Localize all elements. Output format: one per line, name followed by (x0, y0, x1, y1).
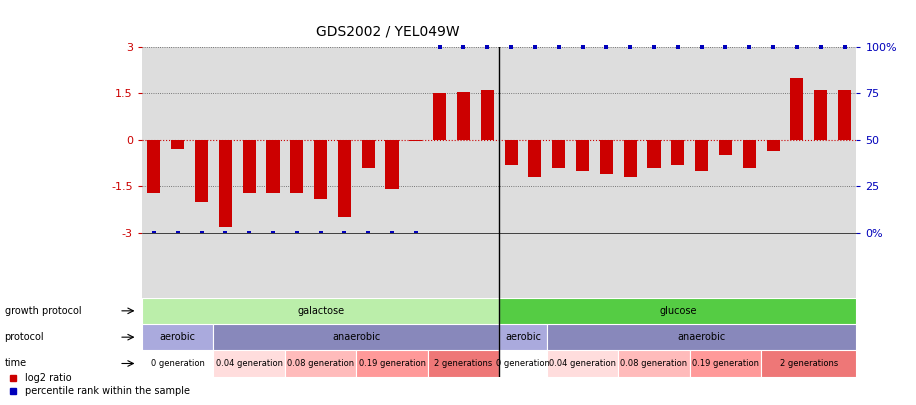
Text: anaerobic: anaerobic (678, 332, 725, 342)
Bar (838, 90, 851, 140)
Text: 2 generations: 2 generations (780, 359, 838, 368)
Bar (761, 350, 856, 377)
Bar (719, 140, 732, 155)
Bar (142, 298, 499, 324)
Bar (648, 140, 660, 168)
Text: glucose: glucose (660, 306, 696, 316)
Bar (195, 140, 208, 202)
Bar (481, 90, 494, 140)
Bar (600, 140, 613, 174)
Text: protocol: protocol (5, 332, 44, 342)
Bar (767, 140, 780, 151)
Bar (356, 350, 428, 377)
Text: 0.04 generation: 0.04 generation (215, 359, 283, 368)
Bar (147, 140, 160, 192)
Bar (314, 140, 327, 199)
Text: 0 generation: 0 generation (496, 359, 550, 368)
Bar (457, 92, 470, 140)
Text: 2 generations: 2 generations (434, 359, 493, 368)
Bar (433, 93, 446, 140)
Text: 0.08 generation: 0.08 generation (620, 359, 688, 368)
Text: anaerobic: anaerobic (333, 332, 380, 342)
Bar (219, 140, 232, 227)
Bar (243, 140, 256, 192)
Bar (547, 324, 856, 350)
Text: galactose: galactose (297, 306, 344, 316)
Bar (267, 140, 279, 192)
Bar (290, 140, 303, 192)
Bar (171, 140, 184, 149)
Bar (499, 298, 856, 324)
Text: 0.19 generation: 0.19 generation (692, 359, 759, 368)
Bar (552, 140, 565, 168)
Bar (142, 324, 213, 350)
Bar (671, 140, 684, 164)
Bar (624, 140, 637, 177)
Bar (338, 140, 351, 217)
Bar (529, 140, 541, 177)
Legend: log2 ratio, percentile rank within the sample: log2 ratio, percentile rank within the s… (9, 373, 190, 396)
Text: time: time (5, 358, 27, 369)
Bar (690, 350, 761, 377)
Bar (213, 324, 499, 350)
Text: 0.04 generation: 0.04 generation (549, 359, 616, 368)
Bar (547, 350, 618, 377)
Bar (743, 140, 756, 168)
Text: 0.19 generation: 0.19 generation (358, 359, 426, 368)
Bar (386, 140, 398, 190)
Bar (285, 350, 356, 377)
Bar (499, 324, 547, 350)
Text: aerobic: aerobic (505, 332, 541, 342)
Bar (576, 140, 589, 171)
Text: 0 generation: 0 generation (151, 359, 204, 368)
Bar (213, 350, 285, 377)
Bar (695, 140, 708, 171)
Bar (409, 140, 422, 141)
Bar (814, 90, 827, 140)
Bar (362, 140, 375, 168)
Bar (142, 350, 213, 377)
Text: aerobic: aerobic (159, 332, 196, 342)
Bar (505, 140, 518, 164)
Text: 0.08 generation: 0.08 generation (287, 359, 354, 368)
Bar (618, 350, 690, 377)
Text: GDS2002 / YEL049W: GDS2002 / YEL049W (316, 24, 460, 38)
Bar (499, 350, 547, 377)
Bar (428, 350, 499, 377)
Bar (791, 78, 803, 140)
Text: growth protocol: growth protocol (5, 306, 82, 316)
